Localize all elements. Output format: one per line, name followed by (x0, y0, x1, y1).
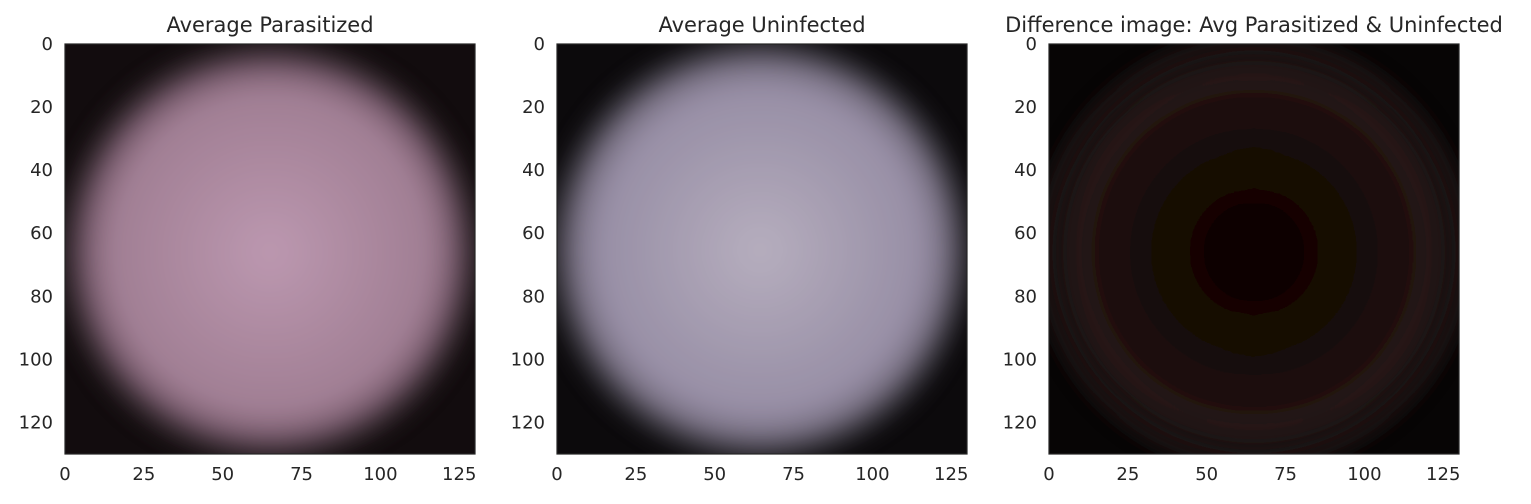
y-tick-label: 100 (19, 349, 53, 370)
y-tick-label: 120 (511, 412, 545, 433)
axes-frame (556, 43, 968, 455)
x-tick-label: 75 (782, 464, 805, 485)
x-tick-label: 125 (1426, 464, 1460, 485)
y-tick-label: 20 (1014, 97, 1037, 118)
axes-frame (64, 43, 476, 455)
cell-disc (558, 48, 962, 452)
panel-average-parasitized: Average Parasitized 0 25 50 75 100 125 0 20 40 60… (19, 13, 477, 485)
y-tick-label: 20 (30, 97, 53, 118)
cell-disc (70, 52, 470, 452)
x-tick-label: 0 (551, 464, 562, 485)
cell-ring (1049, 44, 1459, 454)
x-tick-label: 100 (855, 464, 889, 485)
image-area (1049, 44, 1459, 454)
x-tick-label: 100 (1347, 464, 1381, 485)
image-area (65, 44, 475, 454)
x-tick-label: 0 (59, 464, 70, 485)
panel-title: Average Uninfected (658, 13, 865, 37)
y-tick-label: 0 (42, 34, 53, 55)
ticks: 0 25 50 75 100 125 0 20 40 60 80 100 120 (511, 34, 969, 485)
x-tick-label: 50 (211, 464, 234, 485)
x-tick-label: 50 (703, 464, 726, 485)
x-tick-label: 50 (1195, 464, 1218, 485)
y-tick-label: 100 (1003, 349, 1037, 370)
y-tick-label: 60 (30, 223, 53, 244)
y-tick-label: 40 (522, 160, 545, 181)
x-tick-label: 100 (363, 464, 397, 485)
y-tick-label: 120 (19, 412, 53, 433)
image-area (557, 44, 967, 454)
ticks: 0 25 50 75 100 125 0 20 40 60 80 100 120 (1003, 34, 1461, 485)
y-tick-label: 120 (1003, 412, 1037, 433)
x-tick-label: 25 (1116, 464, 1139, 485)
x-tick-label: 0 (1043, 464, 1054, 485)
y-tick-label: 80 (522, 286, 545, 307)
ticks: 0 25 50 75 100 125 0 20 40 60 80 100 120 (19, 34, 477, 485)
x-tick-label: 25 (624, 464, 647, 485)
panel-difference-image: Difference image: Avg Parasitized & Unin… (1003, 13, 1503, 485)
panel-title: Difference image: Avg Parasitized & Unin… (1005, 13, 1503, 37)
y-tick-label: 60 (522, 223, 545, 244)
y-tick-label: 80 (30, 286, 53, 307)
panel-average-uninfected: Average Uninfected 0 25 50 75 100 125 0 20 40 60 8… (511, 13, 969, 485)
x-tick-label: 125 (442, 464, 476, 485)
y-tick-label: 80 (1014, 286, 1037, 307)
y-tick-label: 0 (1026, 34, 1037, 55)
x-tick-label: 125 (934, 464, 968, 485)
x-tick-label: 75 (290, 464, 313, 485)
y-tick-label: 0 (534, 34, 545, 55)
y-tick-label: 40 (30, 160, 53, 181)
x-tick-label: 75 (1274, 464, 1297, 485)
y-tick-label: 20 (522, 97, 545, 118)
cell-disc (1058, 56, 1450, 448)
x-tick-label: 25 (132, 464, 155, 485)
panel-title: Average Parasitized (166, 13, 373, 37)
y-tick-label: 40 (1014, 160, 1037, 181)
y-tick-label: 60 (1014, 223, 1037, 244)
y-tick-label: 100 (511, 349, 545, 370)
axes-frame (1048, 43, 1460, 455)
